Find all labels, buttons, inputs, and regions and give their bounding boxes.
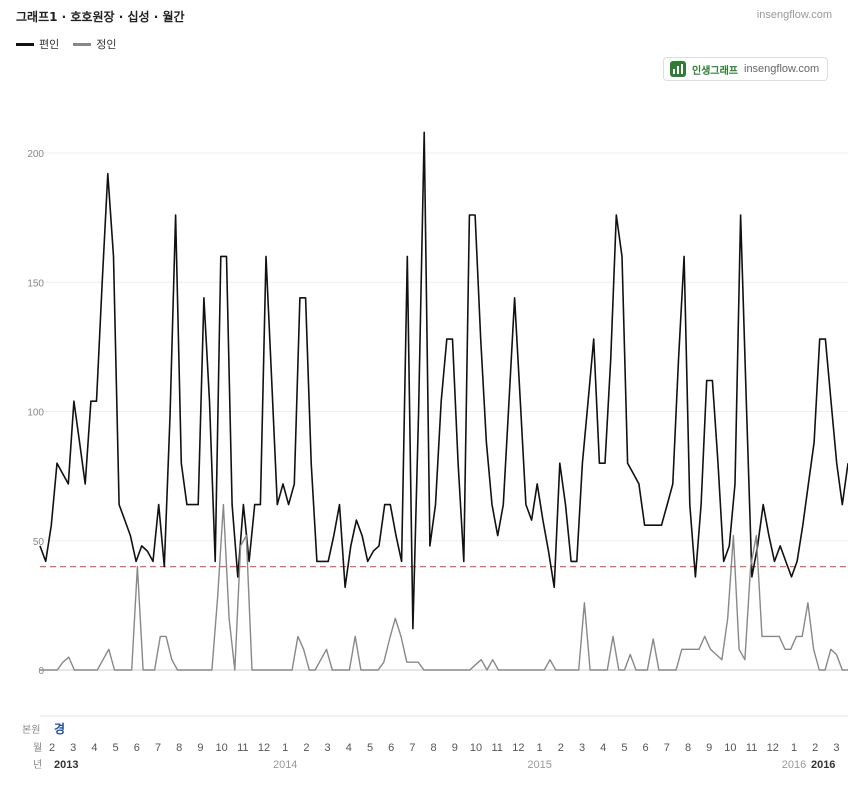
legend-swatch-jeongin — [73, 42, 92, 46]
year-axis: 2013 2014 2015 2016 2016 — [54, 759, 835, 771]
month-label: 7 — [155, 742, 161, 754]
grid-lines — [40, 152, 848, 671]
month-label: 4 — [346, 742, 352, 754]
badge-brand: 인생그래프 — [692, 65, 738, 77]
legend-item-jeongin[interactable]: 정인 — [73, 36, 117, 52]
month-label: 7 — [409, 742, 415, 754]
bonwon-mark: 경 — [54, 722, 65, 736]
year-label: 2016 — [782, 759, 806, 771]
month-axis: 2 3 4 5 6 7 8 9 10 11 12 1 2 3 4 5 6 7 8 9 10 11 12 1 2 3 4 5 6 7 8 9 10… — [49, 742, 840, 754]
legend-label-jeongin: 정인 — [96, 38, 117, 51]
month-label: 2 — [49, 742, 55, 754]
series-line-jeongin — [40, 503, 848, 671]
legend-label-pyeonin: 편인 — [39, 38, 60, 51]
month-label: 3 — [70, 742, 76, 754]
month-label: 6 — [643, 742, 649, 754]
month-label: 1 — [791, 742, 797, 754]
brand-badge[interactable]: 인생그래프 insengflow.com — [663, 57, 829, 81]
year-label: 2016 — [811, 759, 835, 771]
month-label: 5 — [621, 742, 627, 754]
badge-site: insengflow.com — [744, 63, 820, 75]
y-tick-label: 150 — [27, 278, 44, 289]
month-label: 6 — [134, 742, 140, 754]
legend: 편인 정인 — [16, 36, 117, 52]
month-label: 2 — [303, 742, 309, 754]
year-label: 2014 — [273, 759, 297, 771]
month-label: 11 — [491, 742, 502, 754]
month-label: 4 — [600, 742, 606, 754]
series-line-pyeonin — [39, 131, 848, 630]
month-label: 6 — [388, 742, 394, 754]
month-label: 3 — [833, 742, 839, 754]
legend-item-pyeonin[interactable]: 편인 — [16, 36, 59, 52]
row-label-month: 월 — [33, 742, 42, 754]
legend-swatch-pyeonin — [16, 42, 34, 46]
month-label: 11 — [237, 742, 248, 754]
month-label: 2 — [558, 742, 564, 754]
month-label: 9 — [452, 742, 458, 754]
row-label-bonwon: 본원 — [22, 724, 40, 736]
chart-title: 그래프1 · 호호원장 · 십성 · 월간 — [16, 10, 185, 24]
y-tick-label: 50 — [33, 537, 45, 548]
month-label: 5 — [367, 742, 373, 754]
month-label: 8 — [685, 742, 691, 754]
month-label: 12 — [258, 742, 270, 754]
chart-icon — [670, 61, 686, 77]
month-label: 9 — [197, 742, 203, 754]
y-tick-label: 100 — [27, 408, 44, 419]
series-lines — [39, 131, 848, 671]
month-label: 8 — [176, 742, 182, 754]
month-label: 2 — [812, 742, 818, 754]
row-label-year: 년 — [33, 759, 42, 771]
month-label: 5 — [113, 742, 119, 754]
month-label: 8 — [431, 742, 437, 754]
month-label: 9 — [706, 742, 712, 754]
month-label: 11 — [746, 742, 757, 754]
month-label: 1 — [537, 742, 543, 754]
month-label: 10 — [724, 742, 736, 754]
month-label: 12 — [512, 742, 524, 754]
month-label: 1 — [282, 742, 288, 754]
site-name[interactable]: insengflow.com — [756, 9, 832, 21]
month-label: 10 — [215, 742, 227, 754]
year-label: 2013 — [54, 759, 78, 771]
y-tick-label: 200 — [27, 149, 44, 160]
month-label: 7 — [664, 742, 670, 754]
month-label: 4 — [91, 742, 97, 754]
month-label: 12 — [767, 742, 779, 754]
y-axis-ticks: 0 50 100 150 200 — [27, 149, 44, 677]
month-label: 3 — [325, 742, 331, 754]
y-tick-label: 0 — [38, 666, 44, 677]
month-label: 3 — [579, 742, 585, 754]
year-label: 2015 — [527, 759, 551, 771]
month-label: 10 — [470, 742, 482, 754]
